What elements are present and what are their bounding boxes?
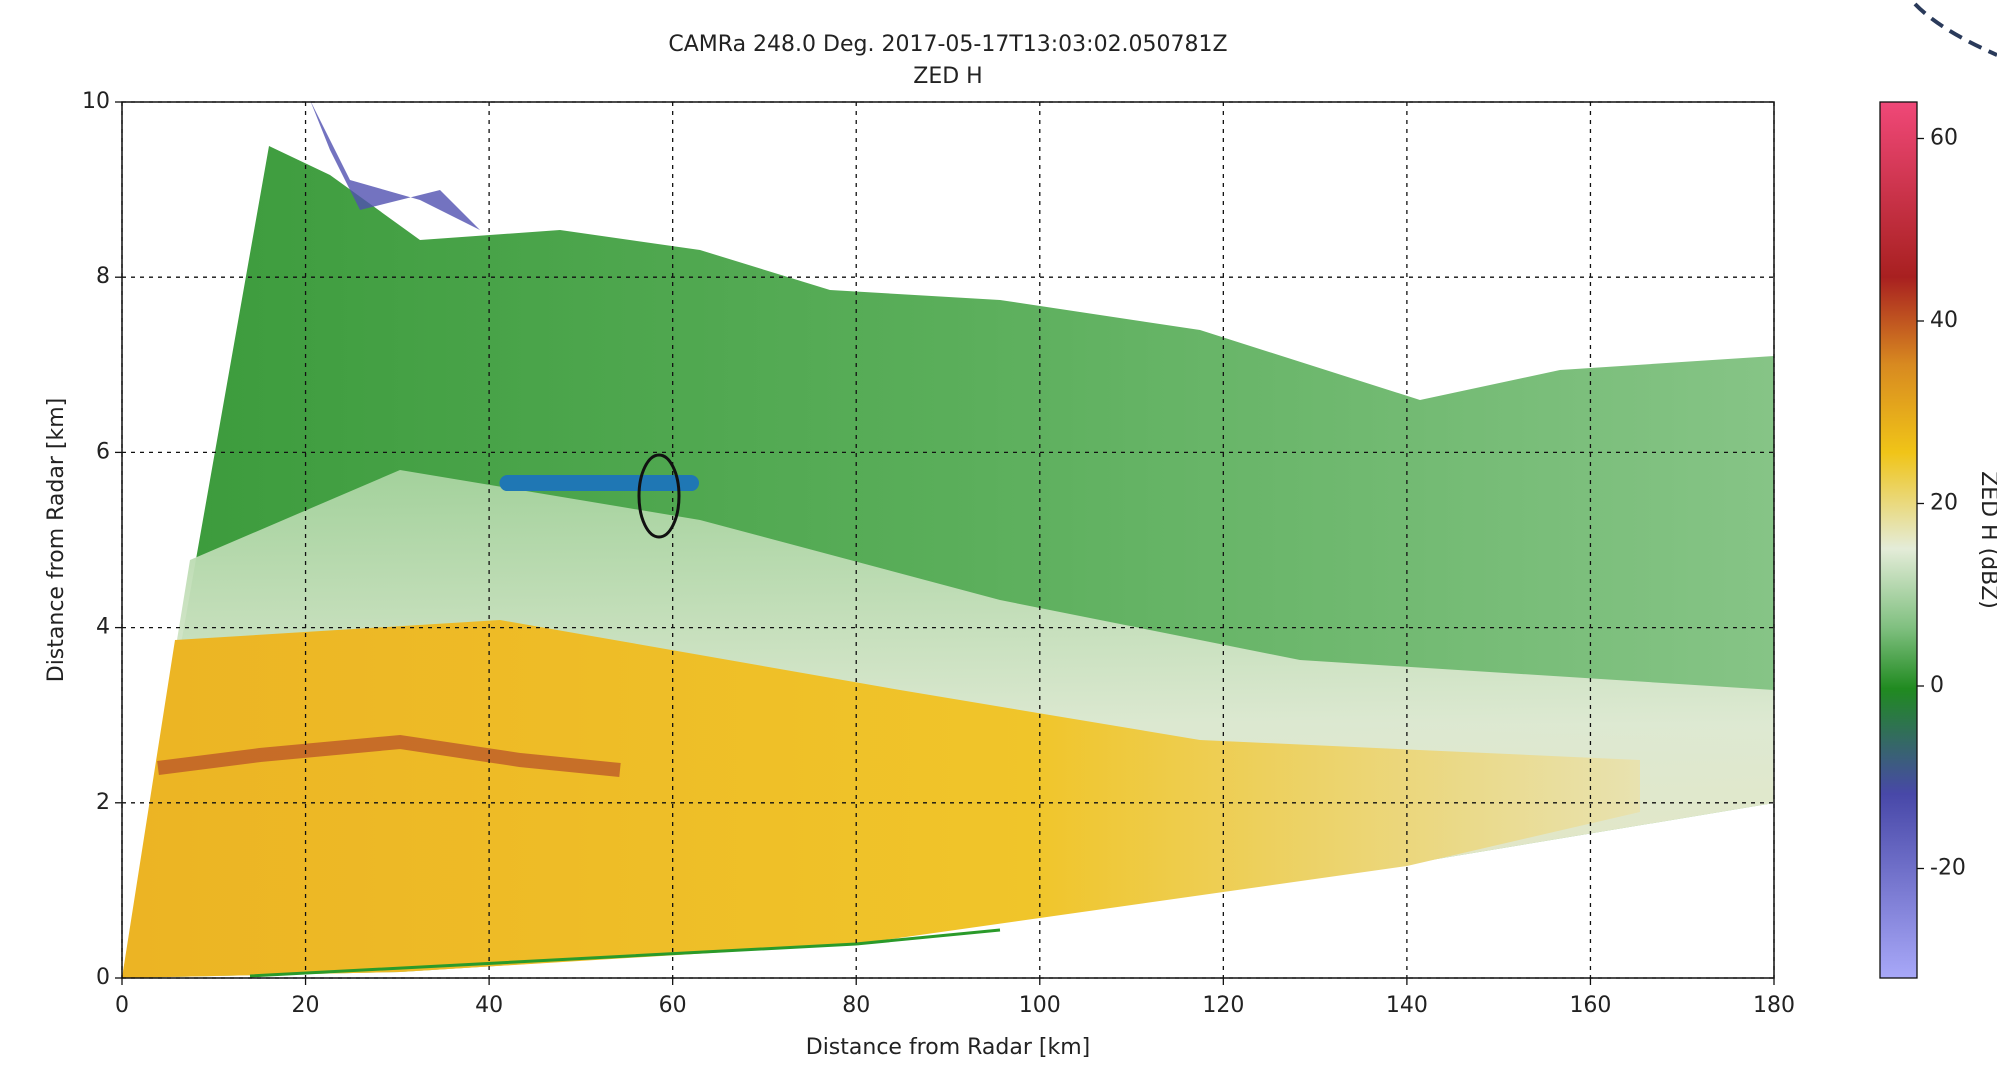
x-tick-label: 120: [1202, 993, 1244, 1018]
x-tick-label: 20: [292, 993, 320, 1018]
y-tick-label: 10: [82, 89, 110, 114]
x-tick-label: 40: [475, 993, 503, 1018]
y-tick-label: 8: [96, 264, 110, 289]
colorbar-tick-label: -20: [1930, 856, 1966, 881]
decoration: [1913, 2, 1997, 57]
y-tick-label: 4: [96, 615, 110, 640]
x-tick-label: 160: [1569, 993, 1611, 1018]
plot-frame: [121, 101, 1775, 979]
colorbar-tick-label: 60: [1930, 126, 1958, 151]
x-tick-label: 180: [1753, 993, 1795, 1018]
y-tick-label: 6: [96, 439, 110, 464]
colorbar-tick-label: 0: [1930, 673, 1944, 698]
x-tick-label: 60: [659, 993, 687, 1018]
y-tick-label: 2: [96, 790, 110, 815]
x-tick-label: 80: [842, 993, 870, 1018]
colorbar: [1879, 101, 1918, 979]
reflectivity-field: [122, 100, 1774, 978]
x-axis-label: Distance from Radar [km]: [806, 1035, 1091, 1060]
colorbar-tick-label: 20: [1930, 491, 1958, 516]
highlight-ellipse: [637, 453, 681, 539]
chart-subtitle: ZED H: [913, 64, 982, 89]
x-tick-label: 140: [1386, 993, 1428, 1018]
y-axis-label: Distance from Radar [km]: [44, 398, 69, 683]
x-tick-label: 100: [1019, 993, 1061, 1018]
y-tick-label: 0: [96, 965, 110, 990]
chart-title: CAMRa 248.0 Deg. 2017-05-17T13:03:02.050…: [668, 32, 1227, 57]
colorbar-label: ZED H (dBZ): [1976, 471, 1997, 609]
x-tick-label: 0: [115, 993, 129, 1018]
colorbar-tick-label: 40: [1930, 308, 1958, 333]
axes: 0 20 40 60 80 100 120 140 160 180 0 2 4 6 8 10: [82, 89, 1795, 1018]
